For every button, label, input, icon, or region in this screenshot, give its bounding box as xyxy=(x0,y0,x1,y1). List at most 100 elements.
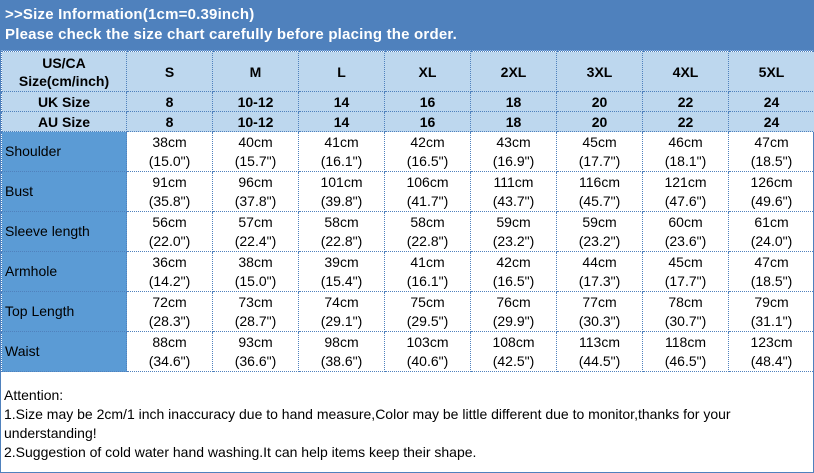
uk-size-cell: 8 xyxy=(126,91,213,112)
cm-value: 93cm xyxy=(238,333,273,350)
inch-value: (46.5") xyxy=(664,352,707,369)
measurement-cell: 45cm (17.7") xyxy=(556,131,643,172)
cm-value: 42cm xyxy=(496,253,531,270)
inch-value: (16.9") xyxy=(492,152,535,169)
measurement-cell: 118cm (46.5") xyxy=(642,331,729,372)
measurement-cell: 77cm (30.3") xyxy=(556,291,643,332)
cm-value: 59cm xyxy=(582,213,617,230)
cm-value: 123cm xyxy=(750,333,793,350)
measurement-label: Top Length xyxy=(1,291,127,332)
cm-value: 47cm xyxy=(754,253,789,270)
cm-value: 78cm xyxy=(668,293,703,310)
measurement-cell: 42cm (16.5") xyxy=(470,251,557,292)
uk-size-cell: 18 xyxy=(470,91,557,112)
measurement-cell: 79cm (31.1") xyxy=(728,291,814,332)
inch-value: (17.7") xyxy=(664,272,707,289)
attention-heading: Attention: xyxy=(4,387,64,403)
us-label-line-2: Size(cm/inch) xyxy=(18,72,110,89)
inch-value: (15.0") xyxy=(234,272,277,289)
measurement-label: Armhole xyxy=(1,251,127,292)
au-size-cell: 14 xyxy=(298,111,385,132)
measurement-cell: 101cm (39.8") xyxy=(298,171,385,212)
size-cell: M xyxy=(212,51,299,92)
size-cell: L xyxy=(298,51,385,92)
attention-notes: Attention: 1.Size may be 2cm/1 inch inac… xyxy=(1,372,813,462)
au-size-cell: 16 xyxy=(384,111,471,132)
size-cell: 4XL xyxy=(642,51,729,92)
cm-value: 113cm xyxy=(579,333,620,350)
cm-value: 58cm xyxy=(324,213,359,230)
size-table: US/CA Size(cm/inch) S M L XL 2XL 3XL 4XL 5XL UK … xyxy=(1,51,814,372)
measurement-cell: 121cm (47.6") xyxy=(642,171,729,212)
size-cell: 5XL xyxy=(728,51,814,92)
attention-line-2: 2.Suggestion of cold water hand washing.… xyxy=(4,444,477,460)
cm-value: 101cm xyxy=(320,173,363,190)
cm-value: 88cm xyxy=(152,333,187,350)
uk-size-row: UK Size 8 10-12 14 16 18 20 22 24 xyxy=(1,91,814,112)
measurement-cell: 41cm (16.1") xyxy=(384,251,471,292)
cm-value: 60cm xyxy=(668,213,703,230)
inch-value: (16.5") xyxy=(492,272,535,289)
size-cell: S xyxy=(126,51,213,92)
inch-value: (18.1") xyxy=(664,152,707,169)
measurement-cell: 38cm (15.0") xyxy=(126,131,213,172)
inch-value: (48.4") xyxy=(750,352,793,369)
au-size-cell: 18 xyxy=(470,111,557,132)
cm-value: 41cm xyxy=(410,253,445,270)
measurement-cell: 42cm (16.5") xyxy=(384,131,471,172)
measurement-cell: 60cm (23.6") xyxy=(642,211,729,252)
cm-value: 73cm xyxy=(238,293,273,310)
inch-value: (41.7") xyxy=(406,192,449,209)
cm-value: 118cm xyxy=(665,333,706,350)
cm-value: 41cm xyxy=(324,133,359,150)
inch-value: (31.1") xyxy=(750,312,793,329)
measurement-cell: 76cm (29.9") xyxy=(470,291,557,332)
inch-value: (17.7") xyxy=(578,152,621,169)
cm-value: 36cm xyxy=(152,253,187,270)
inch-value: (38.6") xyxy=(320,352,363,369)
measurement-cell: 46cm (18.1") xyxy=(642,131,729,172)
cm-value: 43cm xyxy=(496,133,531,150)
inch-value: (28.3") xyxy=(148,312,191,329)
cm-value: 47cm xyxy=(754,133,789,150)
cm-value: 76cm xyxy=(496,293,531,310)
cm-value: 40cm xyxy=(238,133,273,150)
measurement-row: Sleeve length 56cm (22.0") 57cm (22.4") 58cm (… xyxy=(1,211,814,252)
uk-size-cell: 10-12 xyxy=(212,91,299,112)
inch-value: (34.6") xyxy=(148,352,191,369)
inch-value: (23.6") xyxy=(664,232,707,249)
inch-value: (22.4") xyxy=(234,232,277,249)
cm-value: 96cm xyxy=(238,173,273,190)
measurement-cell: 78cm (30.7") xyxy=(642,291,729,332)
inch-value: (29.9") xyxy=(492,312,535,329)
measurement-cell: 39cm (15.4") xyxy=(298,251,385,292)
uk-size-cell: 16 xyxy=(384,91,471,112)
cm-value: 57cm xyxy=(238,213,273,230)
inch-value: (37.8") xyxy=(234,192,277,209)
title-line-1: >>Size Information(1cm=0.39inch) xyxy=(5,6,255,23)
measurement-cell: 98cm (38.6") xyxy=(298,331,385,372)
measurement-cell: 45cm (17.7") xyxy=(642,251,729,292)
cm-value: 72cm xyxy=(152,293,187,310)
inch-value: (16.1") xyxy=(320,152,363,169)
inch-value: (14.2") xyxy=(148,272,191,289)
us-size-label: US/CA Size(cm/inch) xyxy=(1,51,127,92)
inch-value: (39.8") xyxy=(320,192,363,209)
inch-value: (16.1") xyxy=(406,272,449,289)
inch-value: (29.1") xyxy=(320,312,363,329)
uk-size-cell: 22 xyxy=(642,91,729,112)
inch-value: (22.8") xyxy=(406,232,449,249)
inch-value: (28.7") xyxy=(234,312,277,329)
measurement-cell: 61cm (24.0") xyxy=(728,211,814,252)
inch-value: (18.5") xyxy=(750,152,793,169)
size-cell: 3XL xyxy=(556,51,643,92)
size-cell: XL xyxy=(384,51,471,92)
cm-value: 44cm xyxy=(582,253,617,270)
cm-value: 46cm xyxy=(668,133,703,150)
measurement-cell: 74cm (29.1") xyxy=(298,291,385,332)
measurement-cell: 113cm (44.5") xyxy=(556,331,643,372)
au-size-cell: 8 xyxy=(126,111,213,132)
attention-line-1: 1.Size may be 2cm/1 inch inaccuracy due … xyxy=(4,406,731,441)
inch-value: (15.0") xyxy=(148,152,191,169)
measurement-cell: 116cm (45.7") xyxy=(556,171,643,212)
